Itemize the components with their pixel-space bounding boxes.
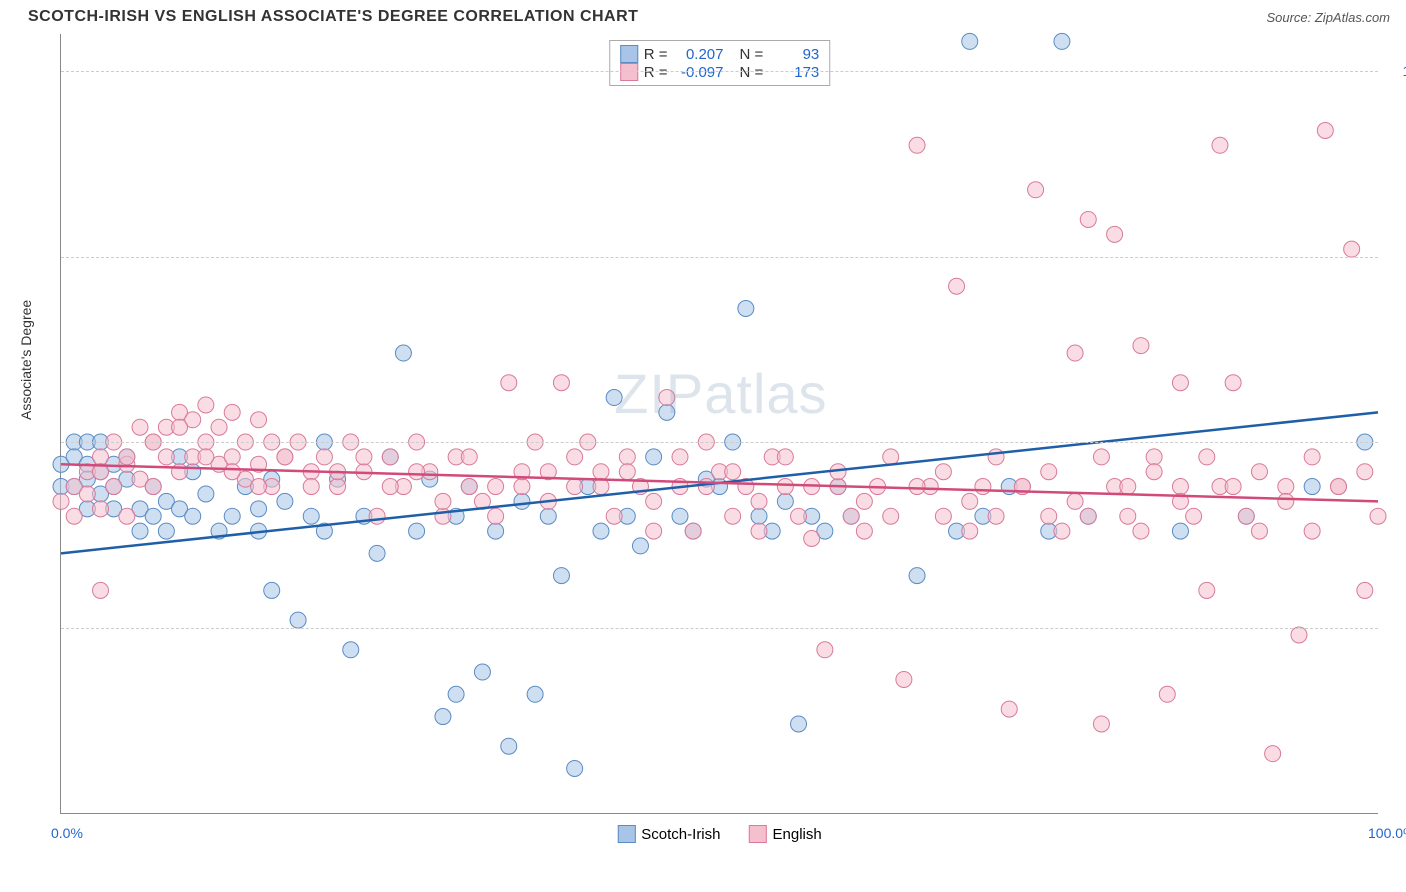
stat-r-scotch-irish: 0.207 bbox=[676, 46, 724, 63]
legend-label-english: English bbox=[773, 826, 822, 843]
chart-source: Source: ZipAtlas.com bbox=[1266, 10, 1390, 25]
y-axis-label: Associate's Degree bbox=[18, 300, 34, 420]
stat-label-r: R = bbox=[644, 46, 668, 63]
stats-row-scotch-irish: R = 0.207 N = 93 bbox=[620, 45, 820, 63]
chart-area: ZIPatlas R = 0.207 N = 93 R = -0.097 N =… bbox=[60, 34, 1378, 814]
chart-title: SCOTCH-IRISH VS ENGLISH ASSOCIATE'S DEGR… bbox=[28, 8, 638, 26]
scatter-plot-svg bbox=[61, 34, 1378, 813]
legend-item-scotch-irish: Scotch-Irish bbox=[617, 825, 720, 843]
chart-header: SCOTCH-IRISH VS ENGLISH ASSOCIATE'S DEGR… bbox=[0, 0, 1406, 34]
correlation-stats-box: R = 0.207 N = 93 R = -0.097 N = 173 bbox=[609, 40, 831, 86]
legend-swatch-scotch-irish bbox=[617, 825, 635, 843]
x-tick-label: 100.0% bbox=[1368, 825, 1406, 841]
stat-label-n: N = bbox=[740, 46, 764, 63]
swatch-scotch-irish bbox=[620, 45, 638, 63]
legend-bottom: Scotch-Irish English bbox=[617, 825, 821, 843]
legend-swatch-english bbox=[749, 825, 767, 843]
y-tick-label: 100.0% bbox=[1403, 63, 1406, 79]
stat-n-scotch-irish: 93 bbox=[771, 46, 819, 63]
legend-item-english: English bbox=[749, 825, 822, 843]
x-tick-label: 0.0% bbox=[51, 825, 83, 841]
legend-label-scotch-irish: Scotch-Irish bbox=[641, 826, 720, 843]
